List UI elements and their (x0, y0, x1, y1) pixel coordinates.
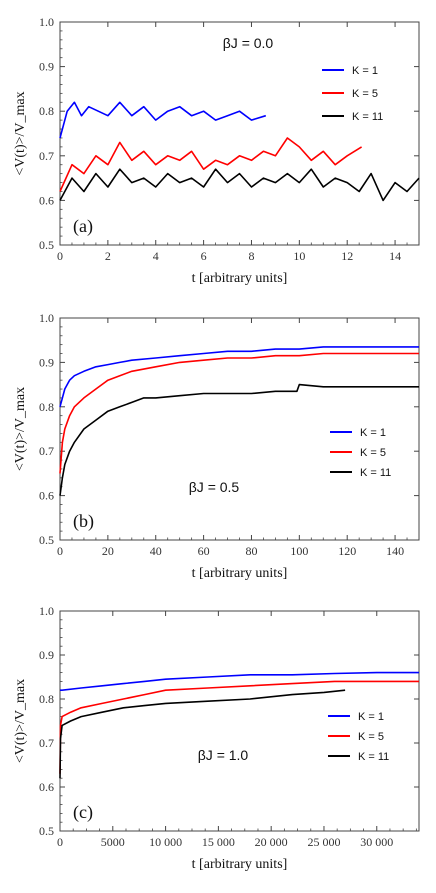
panel-label: (a) (73, 216, 93, 237)
chart-panel-a: 0 2 4 6 8 10 12 14 0.5 0.6 0.7 0.8 0.9 1.0 K = 1 K = 5 K… (13, 15, 420, 286)
beta-j-annotation: βJ = 0.0 (223, 35, 274, 51)
panel-label: (c) (73, 802, 93, 823)
plot-frame (59, 610, 420, 832)
x-tick-label: 0 (57, 249, 63, 263)
x-tick-label: 25 000 (307, 835, 340, 849)
y-axis-label: <V(t)>/V_max (13, 679, 28, 763)
series-line-k1 (59, 101, 267, 139)
x-axis-label: t [arbitrary units] (192, 271, 288, 286)
series-line-k5 (59, 680, 419, 774)
x-tick-label: 10 (293, 249, 305, 263)
y-tick-label: 0.8 (39, 400, 54, 414)
x-tick-label: 20 (102, 544, 114, 558)
x-tick-label: 40 (150, 544, 162, 558)
x-tick-label: 0 (57, 835, 63, 849)
x-tick-label: 10 000 (149, 835, 182, 849)
x-tick-label: 20 000 (255, 835, 288, 849)
y-tick-label: 0.5 (39, 533, 54, 547)
beta-j-annotation: βJ = 0.5 (189, 479, 240, 495)
legend-label: K = 11 (352, 111, 383, 123)
y-axis-label: <V(t)>/V_max (13, 387, 28, 471)
x-tick-label: 2 (105, 249, 111, 263)
legend-label: K = 5 (352, 88, 378, 100)
y-tick-label: 1.0 (39, 311, 54, 325)
panel-label: (b) (73, 511, 94, 532)
x-tick-label: 15 000 (202, 835, 235, 849)
legend-label: K = 11 (358, 751, 389, 763)
y-tick-label: 1.0 (39, 15, 54, 29)
x-axis-label: t [arbitrary units] (192, 857, 288, 872)
y-tick-label: 0.9 (39, 60, 54, 74)
series-line-k1 (59, 346, 419, 408)
x-tick-label: 12 (341, 249, 353, 263)
y-tick-label: 0.5 (39, 238, 54, 252)
y-tick-label: 0.8 (39, 692, 54, 706)
x-tick-label: 8 (248, 249, 254, 263)
legend-label: K = 1 (358, 711, 384, 723)
y-tick-label: 0.7 (39, 149, 54, 163)
chart-panel-b: 0 20 40 60 80 100 120 140 0.5 0.6 0.7 0.8 0.9 1.0 K = … (13, 311, 420, 581)
y-tick-label: 0.9 (39, 355, 54, 369)
x-tick-label: 100 (290, 544, 308, 558)
y-tick-label: 0.6 (39, 780, 54, 794)
plot-frame (59, 21, 420, 246)
x-tick-label: 80 (245, 544, 257, 558)
y-tick-label: 0.8 (39, 104, 54, 118)
x-tick-label: 6 (201, 249, 207, 263)
legend-label: K = 5 (358, 731, 384, 743)
legend-label: K = 5 (360, 447, 386, 459)
beta-j-annotation: βJ = 1.0 (198, 747, 249, 763)
series-line-k5 (59, 137, 363, 192)
x-tick-label: 4 (153, 249, 159, 263)
series-line-k11 (59, 689, 346, 779)
x-axis-label: t [arbitrary units] (192, 566, 288, 581)
y-tick-label: 0.7 (39, 736, 54, 750)
x-tick-label: 5000 (101, 835, 125, 849)
y-tick-label: 1.0 (39, 604, 54, 618)
series-line-k11 (59, 383, 419, 496)
legend-label: K = 11 (360, 467, 391, 479)
y-tick-label: 0.6 (39, 193, 54, 207)
y-axis-label: <V(t)>/V_max (13, 91, 28, 175)
legend-label: K = 1 (352, 65, 378, 77)
series-line-k1 (60, 671, 419, 691)
chart-panel-c: 0 5000 10 000 15 000 20 000 25 000 30 000 0.5 0.… (13, 604, 420, 872)
y-tick-label: 0.5 (39, 824, 54, 838)
y-tick-label: 0.6 (39, 489, 54, 503)
series-line-k5 (59, 352, 419, 474)
x-tick-label: 60 (198, 544, 210, 558)
x-tick-label: 0 (57, 544, 63, 558)
x-tick-label: 140 (386, 544, 404, 558)
x-tick-label: 14 (389, 249, 401, 263)
legend-label: K = 1 (360, 427, 386, 439)
series-line-k11 (59, 168, 420, 202)
y-tick-label: 0.7 (39, 444, 54, 458)
x-tick-label: 120 (338, 544, 356, 558)
x-tick-label: 30 000 (360, 835, 393, 849)
y-tick-label: 0.9 (39, 648, 54, 662)
